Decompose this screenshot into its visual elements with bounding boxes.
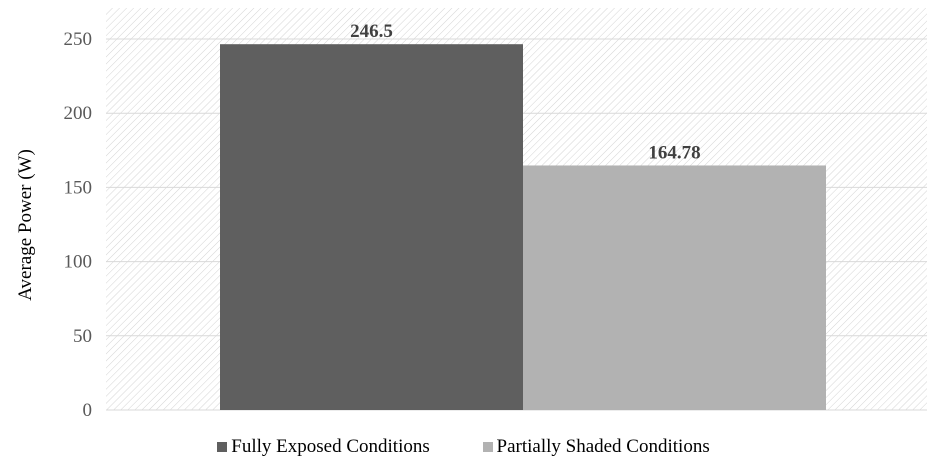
legend-label-partially-shaded: Partially Shaded Conditions bbox=[496, 436, 710, 457]
y-axis-title: Average Power (W) bbox=[15, 149, 36, 301]
y-tick-label-200: 200 bbox=[64, 103, 93, 124]
legend-swatch-partially-shaded bbox=[482, 442, 493, 452]
legend: Fully Exposed Conditions Partially Shade… bbox=[0, 436, 927, 458]
data-label-partially-shaded: 164.78 bbox=[648, 142, 700, 163]
y-tick-label-100: 100 bbox=[64, 252, 93, 273]
y-tick-label-250: 250 bbox=[64, 29, 93, 50]
bars bbox=[220, 44, 826, 410]
y-tick-label-0: 0 bbox=[83, 400, 93, 421]
y-axis-ticks: 0 50 100 150 200 250 bbox=[64, 29, 93, 421]
data-label-fully-exposed: 246.5 bbox=[350, 21, 393, 42]
legend-label-fully-exposed: Fully Exposed Conditions bbox=[231, 436, 430, 457]
y-tick-label-150: 150 bbox=[64, 177, 93, 198]
legend-item-fully-exposed: Fully Exposed Conditions bbox=[217, 436, 430, 458]
bar-fully-exposed bbox=[220, 44, 523, 410]
data-labels: 246.5 164.78 bbox=[350, 21, 701, 163]
legend-item-partially-shaded: Partially Shaded Conditions bbox=[482, 436, 710, 458]
legend-swatch-fully-exposed bbox=[217, 442, 228, 452]
bar-partially-shaded bbox=[523, 165, 826, 410]
y-tick-label-50: 50 bbox=[73, 326, 92, 347]
